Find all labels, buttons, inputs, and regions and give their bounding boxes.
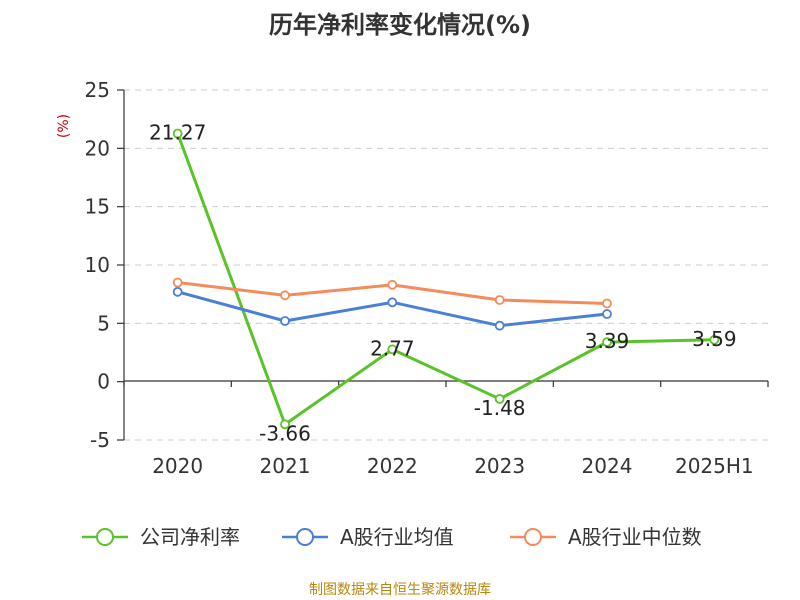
- legend: 公司净利率 A股行业均值 A股行业中位数: [82, 525, 702, 549]
- data-point: [280, 290, 290, 301]
- x-tick-label: 2022: [367, 454, 418, 478]
- x-tick-label: 2023: [474, 454, 525, 478]
- series-lines: [172, 128, 720, 430]
- data-point: [387, 279, 398, 290]
- data-labels: 21.27 -3.66 2.77 -1.48 3.39 3.59: [149, 121, 737, 446]
- legend-marker: [524, 528, 542, 546]
- legend-marker: [96, 528, 114, 546]
- x-tick-label: 2025H1: [675, 454, 754, 478]
- data-point: [172, 277, 183, 288]
- axes: -5 0 5 10 15 20 25 2020 2021 2022 2023 2024 2025H1: [85, 78, 769, 478]
- y-tick-label: 10: [85, 253, 110, 277]
- data-point: [602, 309, 612, 319]
- legend-marker: [296, 528, 314, 546]
- data-label: 3.39: [585, 329, 630, 353]
- x-tick-label: 2021: [260, 454, 311, 478]
- data-label: 3.59: [692, 327, 737, 351]
- data-label: 21.27: [149, 121, 206, 145]
- legend-label: 公司净利率: [140, 525, 240, 549]
- y-tick-label: 0: [97, 370, 110, 394]
- y-tick-label: -5: [90, 428, 110, 452]
- data-point: [494, 295, 505, 305]
- y-tick-label: 15: [85, 195, 110, 219]
- y-axis-label: (%): [56, 114, 72, 138]
- x-tick-label: 2020: [152, 454, 203, 478]
- data-point: [172, 286, 183, 297]
- data-point: [494, 320, 505, 331]
- data-point: [172, 128, 183, 139]
- x-tick-label: 2024: [582, 454, 633, 478]
- y-tick-label: 20: [85, 136, 110, 160]
- data-point: [602, 337, 612, 348]
- legend-label: A股行业均值: [340, 525, 454, 549]
- data-point: [280, 419, 290, 430]
- data-point: [387, 297, 398, 308]
- legend-label: A股行业中位数: [568, 525, 702, 549]
- series-line-1: [177, 290, 608, 328]
- data-label: -1.48: [474, 396, 526, 420]
- series-line-0: [176, 132, 715, 426]
- data-point: [709, 334, 720, 345]
- data-point: [387, 344, 398, 355]
- data-point: [280, 316, 290, 326]
- data-point: [494, 394, 505, 404]
- source-footer: 制图数据来自恒生聚源数据库: [309, 582, 491, 598]
- chart-title: 历年净利率变化情况(%): [269, 11, 531, 39]
- data-label: 2.77: [370, 336, 415, 360]
- data-point: [602, 298, 612, 309]
- y-tick-label: 25: [85, 78, 110, 102]
- data-label: -3.66: [259, 421, 311, 445]
- gridlines: [124, 89, 768, 441]
- y-tick-label: 5: [97, 311, 110, 335]
